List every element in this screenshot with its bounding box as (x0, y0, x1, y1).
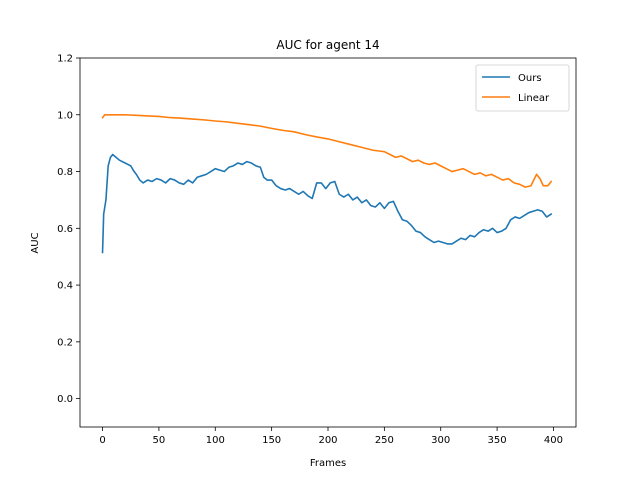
y-tick-label: 1.2 (57, 54, 73, 65)
x-tick-label: 100 (206, 435, 225, 446)
y-tick-label: 0.6 (57, 224, 73, 235)
legend-label-linear: Linear (518, 93, 550, 104)
series-line-ours (101, 153, 553, 254)
legend-box (475, 64, 570, 112)
x-axis-label: Frames (310, 458, 346, 469)
y-axis-label: AUC (30, 232, 41, 253)
x-tick-label: 300 (431, 435, 450, 446)
chart-title: AUC for agent 14 (276, 38, 379, 52)
series-line-linear (101, 113, 553, 188)
y-tick-label: 0.0 (57, 394, 73, 405)
legend: Ours Linear (475, 64, 570, 112)
x-tick-label: 250 (375, 435, 394, 446)
plot-area: 0 50 100 150 200 250 300 350 400 0.0 0.2 0.4 0.6 0.8 1… (57, 54, 577, 446)
x-tick-label: 200 (318, 435, 337, 446)
x-tick-label: 0 (99, 435, 105, 446)
y-tick-label: 1.0 (57, 110, 73, 121)
y-tick-label: 0.4 (57, 281, 73, 292)
x-tick-label: 150 (262, 435, 281, 446)
x-tick-label: 350 (488, 435, 507, 446)
y-tick-label: 0.2 (57, 337, 73, 348)
x-tick-label: 400 (544, 435, 563, 446)
y-tick-label: 0.8 (57, 167, 73, 178)
x-tick-label: 50 (153, 435, 166, 446)
legend-label-ours: Ours (518, 73, 542, 84)
